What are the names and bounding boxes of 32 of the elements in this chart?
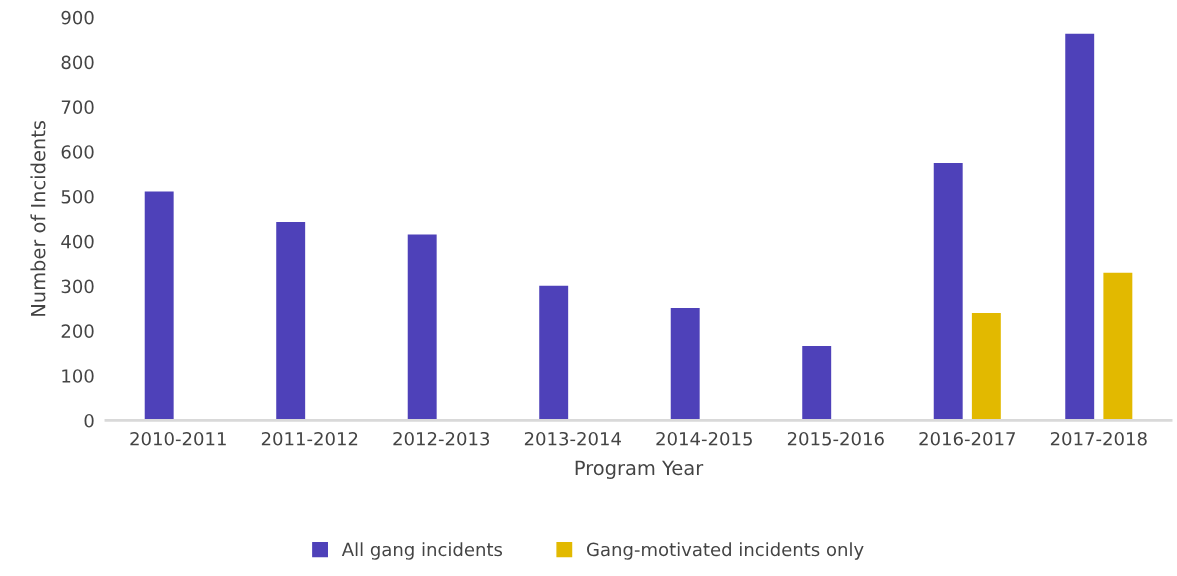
x-tick-label: 2010-2011 xyxy=(130,431,226,446)
bar xyxy=(144,191,174,421)
y-tick-label: 900 xyxy=(61,10,94,25)
x-tick-label: 2011-2012 xyxy=(261,431,358,446)
bar xyxy=(1103,272,1133,421)
x-tick-label: 2014-2015 xyxy=(656,431,752,446)
x-tick-label: 2013-2014 xyxy=(524,431,621,446)
y-tick-label: 500 xyxy=(61,189,94,204)
bar xyxy=(933,162,963,421)
bar xyxy=(670,308,700,421)
y-tick-label: 300 xyxy=(61,279,94,294)
bar xyxy=(1065,33,1095,421)
x-tick-label: 2012-2013 xyxy=(393,431,490,446)
x-axis-title: Program Year xyxy=(575,460,704,479)
y-tick-label: 700 xyxy=(61,100,94,114)
bar xyxy=(407,234,437,421)
x-tick-label: 2016-2017 xyxy=(919,431,1015,446)
legend-label: Gang-motivated incidents only xyxy=(586,542,864,560)
y-tick-label: 0 xyxy=(84,413,94,428)
bar xyxy=(971,312,1001,421)
y-tick-label: 400 xyxy=(61,234,94,249)
bar xyxy=(276,222,306,421)
y-tick-label: 800 xyxy=(61,55,94,70)
x-tick-label: 2017-2018 xyxy=(1050,431,1147,446)
y-tick-label: 100 xyxy=(62,369,94,383)
legend-label: All gang incidents xyxy=(341,542,503,560)
y-tick-label: 200 xyxy=(61,324,94,338)
bar xyxy=(539,285,569,421)
x-tick-label: 2015-2016 xyxy=(787,431,884,446)
y-tick-label: 600 xyxy=(61,145,94,159)
y-axis-title: Number of Incidents xyxy=(30,120,46,316)
bar xyxy=(802,346,832,421)
